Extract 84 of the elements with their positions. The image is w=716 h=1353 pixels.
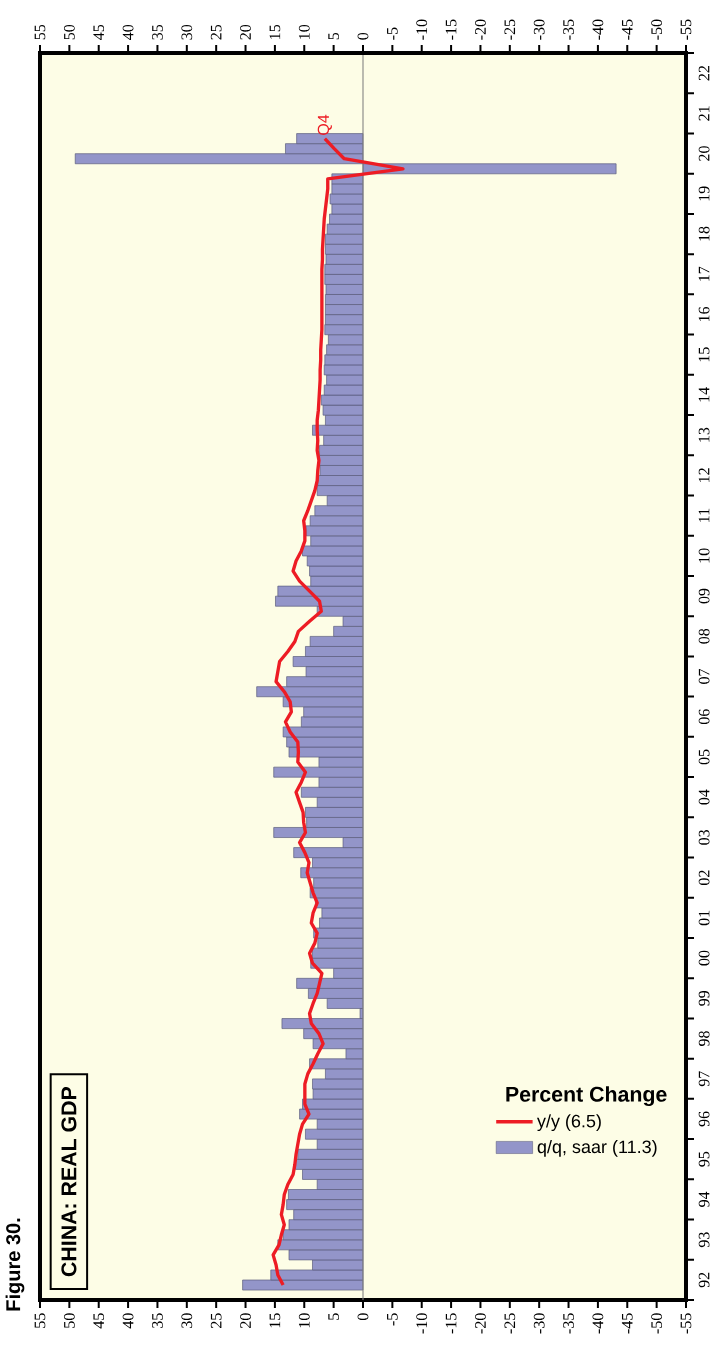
x2-tick-label: -20: [475, 1313, 486, 1334]
x-tick-label: 15: [269, 24, 281, 39]
x2-tick-label: 50: [63, 1313, 75, 1328]
y-tick-label: 07: [698, 668, 710, 684]
y-tick-label: 06: [698, 709, 710, 725]
x-tick-label: -45: [621, 19, 633, 40]
y-tick-label: 15: [698, 347, 710, 362]
caption: Figure 30.: [5, 1218, 25, 1311]
x2-tick-label: 45: [93, 1313, 105, 1329]
x-tick-label: -5: [387, 27, 398, 40]
x-tick-label: -40: [592, 19, 604, 40]
y-tick-label: 18: [698, 226, 710, 241]
y-tick-label: 17: [698, 266, 710, 281]
x2-tick-label: -55: [680, 1313, 692, 1334]
bar: [362, 163, 617, 175]
x-tick-label: -25: [504, 19, 516, 40]
x2-tick-label: -35: [563, 1313, 574, 1334]
x2-tick-label: -30: [533, 1313, 545, 1334]
x2-tick-label: 20: [240, 1313, 251, 1328]
y-tick-label: 09: [698, 588, 710, 604]
x2-tick-label: 10: [298, 1313, 310, 1328]
y-tick-label: 16: [698, 306, 710, 322]
y-tick-label: 14: [698, 387, 710, 402]
annotation: Q4: [317, 114, 332, 135]
x2-tick-label: 25: [210, 1313, 222, 1328]
x-tick-label: -50: [651, 19, 663, 40]
x-tick-label: -30: [533, 19, 545, 40]
y-tick-label: 05: [698, 749, 710, 765]
x-tick-label: 35: [152, 24, 163, 40]
text: CHINA: REAL GDP: [61, 1086, 77, 1277]
x2-tick-label: -25: [504, 1313, 516, 1334]
x2-tick-label: -40: [592, 1313, 604, 1334]
x-tick-label: 55: [34, 24, 46, 40]
x2-tick-label: 35: [152, 1313, 163, 1328]
x-tick-label: 45: [93, 24, 105, 40]
x2-tick-label: 5: [328, 1313, 339, 1320]
y-tick-label: 08: [698, 628, 710, 644]
y-tick-label: 12: [698, 468, 710, 482]
x2-tick-label: -50: [651, 1313, 663, 1334]
x2-tick-label: 40: [122, 1313, 134, 1329]
y-tick-label: 97: [698, 1071, 710, 1087]
x-tick-label: -10: [416, 19, 428, 40]
x2-tick-label: 0: [357, 1313, 369, 1321]
y-tick-label: 13: [698, 427, 710, 442]
x-tick-label: -55: [680, 19, 692, 40]
legend-title: Percent Change: [506, 1086, 667, 1107]
y-tick-label: 04: [698, 789, 710, 805]
y-tick-label: 95: [698, 1151, 710, 1167]
y-tick-label: 11: [698, 508, 710, 522]
legend-label: y/y (6.5): [536, 1114, 601, 1132]
x-tick-label: 50: [63, 24, 75, 40]
y-tick-label: 10: [698, 548, 710, 563]
x2-tick-label: -15: [445, 1313, 457, 1334]
y-tick-label: 99: [698, 990, 710, 1006]
x-tick-label: -15: [445, 19, 457, 40]
x-tick-label: 40: [122, 24, 134, 40]
x2-tick-label: 55: [34, 1313, 46, 1328]
x2-tick-label: 15: [269, 1313, 281, 1328]
y-tick-label: 22: [698, 66, 710, 81]
x2-tick-label: 30: [181, 1313, 193, 1328]
y-tick-label: 03: [698, 830, 710, 845]
x-tick-label: 30: [181, 24, 193, 40]
y-tick-label: 92: [698, 1272, 710, 1288]
x-tick-label: 0: [357, 32, 369, 40]
legend-label: q/q, saar (11.3): [537, 1139, 657, 1157]
y-tick-label: 96: [698, 1111, 710, 1127]
x-tick-label: 25: [210, 24, 222, 40]
y-tick-label: 93: [698, 1232, 710, 1248]
y-tick-label: 00: [698, 950, 710, 966]
y-tick-label: 94: [698, 1191, 710, 1207]
x-tick-label: -20: [475, 19, 486, 40]
x2-tick-label: -10: [416, 1313, 428, 1334]
y-tick-label: 02: [698, 870, 710, 886]
y-tick-label: 19: [698, 186, 710, 201]
x2-tick-label: -45: [621, 1313, 633, 1334]
y-tick-label: 98: [698, 1031, 710, 1046]
x2-tick-label: -5: [387, 1313, 398, 1326]
y-tick-label: 01: [698, 910, 710, 926]
x-tick-label: -35: [563, 19, 574, 40]
y-tick-label: 20: [698, 146, 710, 161]
x-tick-label: 5: [328, 32, 339, 40]
x-tick-label: 10: [298, 24, 310, 39]
y-tick-label: 21: [698, 106, 710, 121]
x-tick-label: 20: [240, 24, 251, 40]
